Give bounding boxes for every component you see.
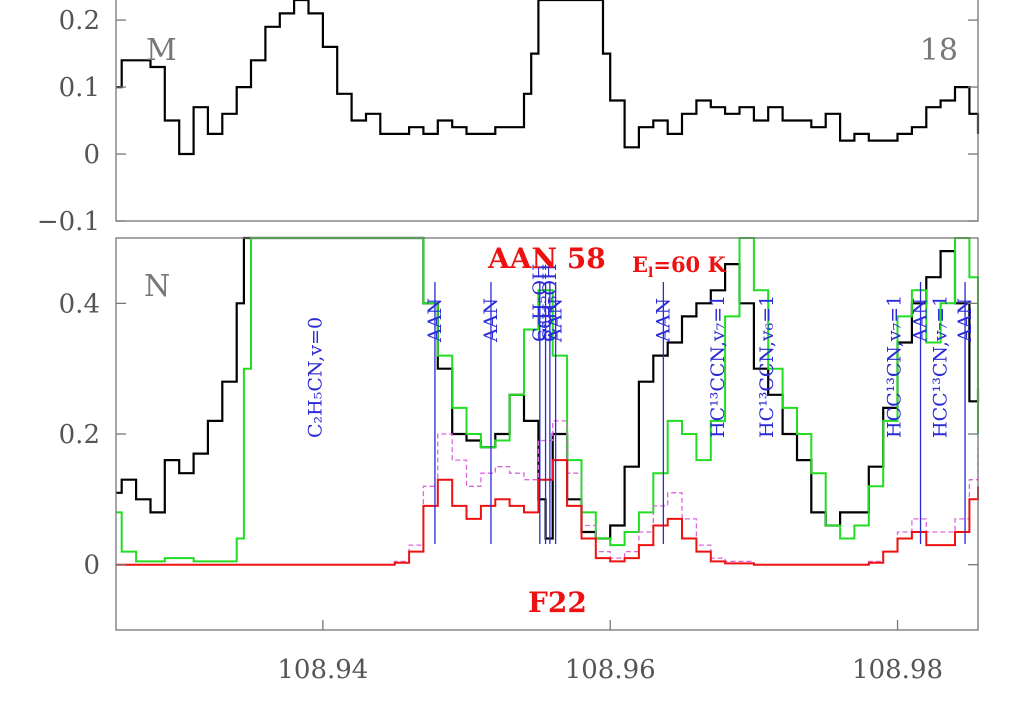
panel-n-bottom-label: F22 (528, 586, 587, 619)
panel-n-series-2 (116, 420, 979, 566)
panel-m-ytick-label-1: 0.1 (59, 73, 100, 103)
species-label-2: HC¹³CCN,v₆=1 (756, 295, 778, 438)
panel-m-frame (115, 0, 979, 222)
line-marker-label-5: AAN (545, 298, 567, 343)
panel-m: 0.2 0.1 0 −0.1 M 18 (37, 0, 980, 237)
panel-n-ytick-label-0: 0.4 (59, 289, 100, 319)
panel-m-y-axis: 0.2 0.1 0 −0.1 (37, 6, 978, 237)
panel-n-letter: N (144, 269, 170, 304)
panel-n-xtick-label-1: 108.96 (565, 655, 656, 685)
panel-m-ytick-label-2: 0 (83, 140, 100, 170)
panel-n-series-0 (116, 236, 980, 540)
species-label-1: HC¹³CCN,v₇=1 (707, 295, 729, 438)
panel-m-series-0 (116, 0, 980, 156)
panel-n-ytick-label-2: 0 (83, 551, 100, 581)
panel-m-plot-area (116, 0, 980, 156)
line-marker-label-1: AAN (480, 298, 502, 343)
panel-m-ytick-label-3: −0.1 (37, 207, 100, 237)
panel-n-ytick-label-1: 0.2 (59, 420, 100, 450)
panel-n-xtick-label-2: 108.98 (852, 655, 943, 685)
line-marker-label-0: AAN (424, 298, 446, 343)
line-marker-label-8: AAN (954, 298, 976, 343)
line-marker-label-6: AAN (652, 298, 674, 343)
panel-m-ytick-label-0: 0.2 (59, 6, 100, 36)
panel-n-series-1 (116, 237, 979, 563)
panel-n-title: AAN 58 (487, 242, 606, 275)
panel-n-axes: 0.4 0.2 0 108.94 108.96 108.98 (59, 289, 978, 685)
line-marker-label-7: AAN (910, 298, 932, 343)
species-label-3: HCC¹³CN,v₇=1 (884, 295, 906, 438)
panel-n-series-3 (116, 459, 979, 566)
panel-n-energy-annotation: El=60 K (632, 252, 726, 281)
line-marker-label-3: SO₂ (535, 306, 557, 342)
panel-m-number: 18 (920, 33, 958, 68)
species-label-0: C₂H₅CN,v=0 (305, 317, 327, 438)
panel-n-xtick-label-0: 108.94 (277, 655, 368, 685)
species-label-4: HCC¹³CN,v₇=1 (930, 295, 952, 438)
panel-m-letter: M (146, 33, 177, 68)
